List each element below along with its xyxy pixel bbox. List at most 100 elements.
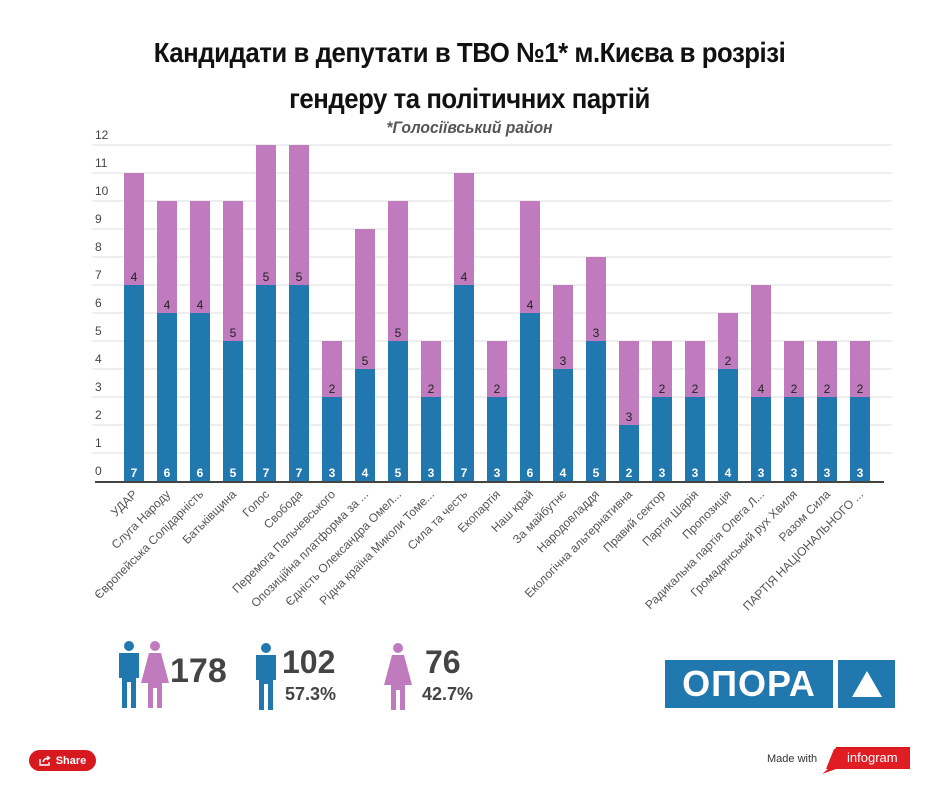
opora-logo-text: ОПОРА	[665, 660, 833, 708]
chart-title-line2: гендеру та політичних партій	[289, 83, 650, 114]
bar-male	[619, 425, 639, 481]
bar-label-male: 3	[494, 466, 501, 480]
chart-title: Кандидати в депутати в ТВО №1* м.Києва в…	[38, 30, 902, 122]
bar-label-female: 2	[725, 354, 732, 368]
bar-female	[223, 201, 243, 341]
y-tick-label: 2	[95, 408, 102, 422]
y-tick-label: 0	[95, 464, 102, 478]
bar-male	[322, 397, 342, 481]
bar-female	[652, 341, 672, 397]
bar-male	[685, 397, 705, 481]
bar-male	[421, 397, 441, 481]
bar-label-female: 2	[494, 382, 501, 396]
bar-label-female: 5	[263, 270, 270, 284]
bar-label-female: 5	[296, 270, 303, 284]
bar-female	[388, 201, 408, 341]
male-percent: 57.3%	[285, 684, 337, 704]
bar-male	[850, 397, 870, 481]
bar-label-female: 2	[329, 382, 336, 396]
bar-label-female: 2	[857, 382, 864, 396]
bar-female	[817, 341, 837, 397]
share-label: Share	[55, 754, 87, 767]
y-tick-label: 8	[95, 240, 102, 254]
bar-male	[454, 285, 474, 481]
bar-male	[652, 397, 672, 481]
bar-label-male: 6	[164, 466, 171, 480]
bar-female	[487, 341, 507, 397]
bar-female	[256, 145, 276, 285]
bar-female	[784, 341, 804, 397]
bar-female	[289, 145, 309, 285]
man-woman-icon	[119, 641, 169, 708]
bar-female	[718, 313, 738, 369]
y-tick-label: 7	[95, 268, 102, 282]
bar-label-female: 3	[593, 326, 600, 340]
bar-female	[322, 341, 342, 397]
bar-label-female: 4	[131, 270, 138, 284]
bar-female	[850, 341, 870, 397]
bar-male	[289, 285, 309, 481]
bar-label-male: 3	[428, 466, 435, 480]
y-tick-label: 6	[95, 296, 102, 310]
bar-label-male: 4	[560, 466, 567, 480]
female-count: 76	[425, 644, 461, 680]
female-percent: 42.7%	[422, 684, 474, 704]
bar-male	[355, 369, 375, 481]
share-icon	[39, 755, 51, 766]
bar-label-male: 5	[593, 466, 600, 480]
bar-male	[124, 285, 144, 481]
infogram-brand[interactable]: infogram	[847, 750, 898, 765]
bar-female	[355, 229, 375, 369]
bar-male	[256, 285, 276, 481]
triangle-icon	[838, 660, 895, 708]
y-tick-label: 9	[95, 212, 102, 226]
bar-label-female: 4	[758, 382, 765, 396]
bar-male	[586, 341, 606, 481]
bar-male	[190, 313, 210, 481]
bar-female	[553, 285, 573, 369]
bar-label-male: 6	[197, 466, 204, 480]
bar-label-male: 3	[824, 466, 831, 480]
y-tick-label: 3	[95, 380, 102, 394]
bar-label-female: 4	[164, 298, 171, 312]
man-icon	[256, 643, 276, 710]
bar-label-female: 2	[692, 382, 699, 396]
bars: 7 4 6 4 6 4 5 5 7 5 7 5 3 2 4 5 5 5 3 2 7 4 3 2 6 4 4 3 5 3 2 3 3 2 3 2 4 2 3 4…	[124, 145, 870, 481]
chart-subtitle: *Голосіївський район	[386, 118, 553, 137]
bar-female	[190, 201, 210, 313]
bar-male	[157, 313, 177, 481]
y-tick-label: 10	[95, 184, 109, 198]
bar-label-male: 3	[758, 466, 765, 480]
bar-label-female: 3	[560, 354, 567, 368]
bar-female	[751, 285, 771, 397]
bar-label-male: 4	[362, 466, 369, 480]
bar-female	[586, 257, 606, 341]
woman-icon	[384, 643, 412, 710]
infogram-badge[interactable]	[822, 747, 910, 777]
bar-female	[685, 341, 705, 397]
bar-label-male: 3	[659, 466, 666, 480]
total-count: 178	[170, 652, 227, 690]
bar-label-male: 3	[329, 466, 336, 480]
bar-label-female: 4	[527, 298, 534, 312]
bar-label-male: 7	[131, 466, 138, 480]
bar-male	[718, 369, 738, 481]
bar-label-female: 5	[395, 326, 402, 340]
male-count: 102	[282, 644, 336, 680]
bar-label-female: 2	[791, 382, 798, 396]
bar-label-male: 6	[527, 466, 534, 480]
y-tick-label: 1	[95, 436, 102, 450]
y-tick-label: 4	[95, 352, 102, 366]
bar-female	[157, 201, 177, 313]
share-button[interactable]: Share	[29, 750, 96, 771]
bar-label-male: 5	[230, 466, 237, 480]
bar-male	[553, 369, 573, 481]
bar-female	[421, 341, 441, 397]
bar-label-female: 2	[428, 382, 435, 396]
bar-label-female: 5	[230, 326, 237, 340]
bar-label-female: 3	[626, 410, 633, 424]
opora-logo: ОПОРА	[665, 660, 895, 708]
